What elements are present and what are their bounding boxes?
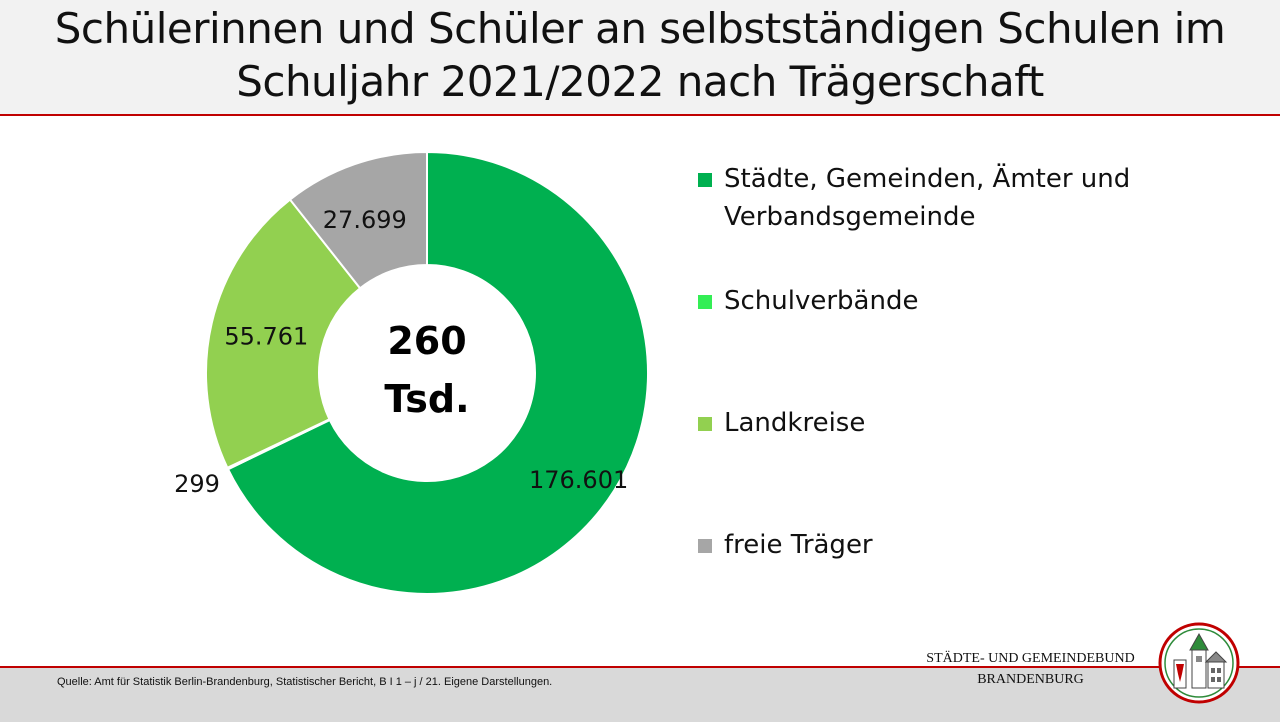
legend-label: Städte, Gemeinden, Ämter und Verbandsgem…: [724, 160, 1204, 236]
footer-band: [0, 666, 1280, 722]
donut-chart: 176.601 299 55.761 27.699 260 Tsd.: [174, 150, 649, 595]
legend-swatch: [698, 417, 712, 431]
label-staedte: 176.601: [529, 466, 628, 494]
slice-staedte: [226, 150, 649, 595]
organization-name-line-1: STÄDTE- UND GEMEINDEBUND: [926, 651, 1135, 666]
title-line-1: Schülerinnen und Schüler an selbstständi…: [54, 4, 1226, 53]
legend-label: freie Träger: [724, 530, 873, 560]
legend-swatch: [698, 173, 712, 187]
slice-labels: 176.601 299 55.761 27.699: [174, 206, 628, 498]
legend-label-line-2: Verbandsgemeinde: [724, 202, 976, 232]
page-title: Schülerinnen und Schüler an selbstständi…: [0, 2, 1280, 108]
legend-swatch: [698, 539, 712, 553]
legend-label: Schulverbände: [724, 286, 919, 316]
slice-landkreise: [205, 198, 362, 470]
center-total-value: 260: [387, 319, 466, 363]
donut-slices: [205, 150, 649, 595]
coat-of-arms-logo: [1158, 622, 1240, 704]
legend-label: Landkreise: [724, 408, 866, 438]
label-landkreise: 55.761: [224, 322, 308, 350]
title-band: [0, 0, 1280, 116]
source-note: Quelle: Amt für Statistik Berlin-Branden…: [57, 676, 553, 688]
organization-name: STÄDTE- UND GEMEINDEBUND BRANDENBURG: [908, 648, 1153, 690]
center-total-unit: Tsd.: [384, 377, 469, 421]
slice-freie-traeger: [288, 150, 428, 290]
label-schulverbaende: 299: [174, 470, 220, 498]
label-freie-traeger: 27.699: [323, 206, 407, 234]
title-line-2: Schuljahr 2021/2022 nach Trägerschaft: [236, 57, 1044, 106]
legend-label-line-1: Städte, Gemeinden, Ämter und: [724, 164, 1131, 194]
organization-name-line-2: BRANDENBURG: [977, 672, 1084, 687]
legend-swatch: [698, 295, 712, 309]
